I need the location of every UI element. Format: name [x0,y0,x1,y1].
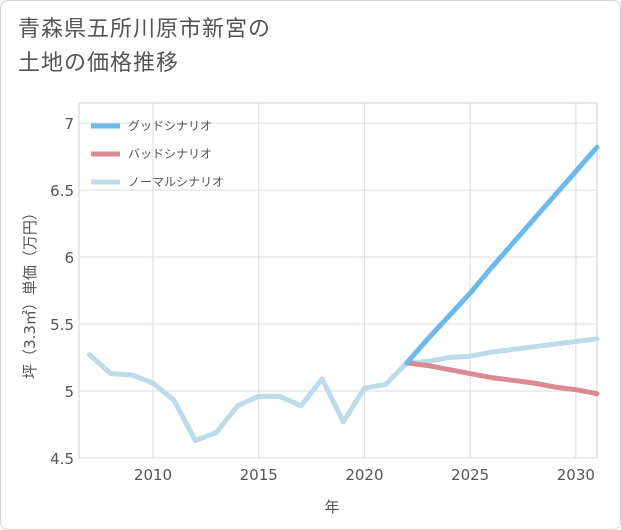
x-tick-label: 2030 [557,466,595,484]
chart-title-line-1: 青森県五所川原市新宮の [18,17,272,42]
y-tick-label: 5 [64,383,74,401]
y-tick-label: 5.5 [50,316,74,334]
x-tick-label: 2010 [134,466,172,484]
y-tick-label: 4.5 [50,450,74,468]
x-tick-label: 2025 [451,466,489,484]
y-axis-title: 坪（3.3㎡）単価（万円） [21,205,39,379]
legend-label-1: グッドシナリオ [128,119,212,133]
y-tick-label: 6.5 [50,182,74,200]
x-tick-label: 2015 [240,466,278,484]
x-axis-title: 年 [324,498,339,516]
y-tick-label: 7 [64,115,74,133]
series-line-2 [404,360,600,397]
chart-title-line-2: 土地の価格推移 [18,51,180,76]
x-axis-ticks: 2010 2015 2020 2025 2030 [134,466,595,484]
plot-area [78,102,598,459]
legend-label-2: バッドシナリオ [128,147,212,161]
y-axis-ticks: 4.5 5 5.5 6 6.5 7 [50,115,74,468]
legend-label-3: ノーマルシナリオ [128,175,224,189]
grid-lines [79,103,597,459]
x-tick-label: 2020 [345,466,383,484]
y-tick-label: 6 [64,249,74,267]
series-line-3 [87,336,600,444]
chart-title: 青森県五所川原市新宮の 土地の価格推移 [18,13,438,81]
series-lines [87,144,600,444]
series-line-1 [404,144,600,366]
